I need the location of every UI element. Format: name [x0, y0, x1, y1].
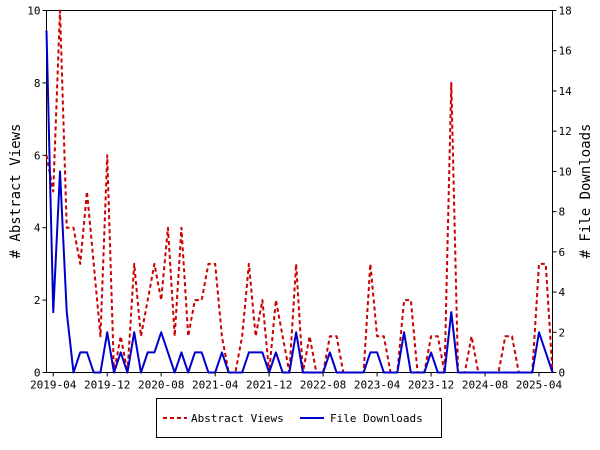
- y-tick-label-left: 8: [34, 77, 41, 90]
- x-tick-label: 2021-12: [246, 379, 292, 392]
- y-tick-label-right: 0: [559, 367, 566, 380]
- x-tick-label: 2024-08: [462, 379, 508, 392]
- legend-box: [156, 398, 442, 438]
- y-tick-label-right: 2: [559, 326, 566, 339]
- y-axis-title-right: # File Downloads: [578, 124, 594, 259]
- x-tick-label: 2019-04: [30, 379, 77, 392]
- x-tick-label: 2022-08: [300, 379, 346, 392]
- y-tick-label-right: 10: [559, 165, 572, 178]
- series-layer: [45, 9, 554, 374]
- series-line-abstract-views: [45, 9, 554, 374]
- y-tick-label-left: 2: [34, 294, 41, 307]
- plot-area: [46, 10, 553, 373]
- axes-layer: 0 2 4 6 8 10 0 2 4 6 8 10 12 14 16 18 2019-04 2019-12 2020…: [27, 5, 572, 392]
- y-tick-label-left: 0: [34, 367, 41, 380]
- y-tick-label-right: 12: [559, 125, 572, 138]
- x-tick-label: 2019-12: [84, 379, 130, 392]
- x-tick-label: 2023-12: [408, 379, 454, 392]
- y-tick-label-left: 4: [34, 222, 41, 235]
- y-tick-label-left: 6: [34, 149, 41, 162]
- series-line-file-downloads: [45, 30, 554, 374]
- y-tick-label-right: 18: [559, 5, 572, 18]
- y-tick-label-left: 10: [27, 5, 40, 18]
- y-tick-label-right: 4: [559, 286, 566, 299]
- x-tick-label: 2020-08: [138, 379, 184, 392]
- y-tick-label-right: 14: [559, 85, 573, 98]
- legend-label-file-downloads: File Downloads: [330, 412, 423, 425]
- x-tick-label: 2023-04: [354, 379, 401, 392]
- y-tick-label-right: 8: [559, 206, 566, 219]
- legend: Abstract Views File Downloads: [156, 398, 442, 438]
- x-tick-label: 2025-04: [516, 379, 563, 392]
- legend-label-abstract-views: Abstract Views: [191, 412, 284, 425]
- y-tick-label-right: 6: [559, 246, 566, 259]
- x-tick-label: 2021-04: [192, 379, 239, 392]
- y-tick-label-right: 16: [559, 45, 572, 58]
- y-axis-title-left: # Abstract Views: [8, 124, 24, 259]
